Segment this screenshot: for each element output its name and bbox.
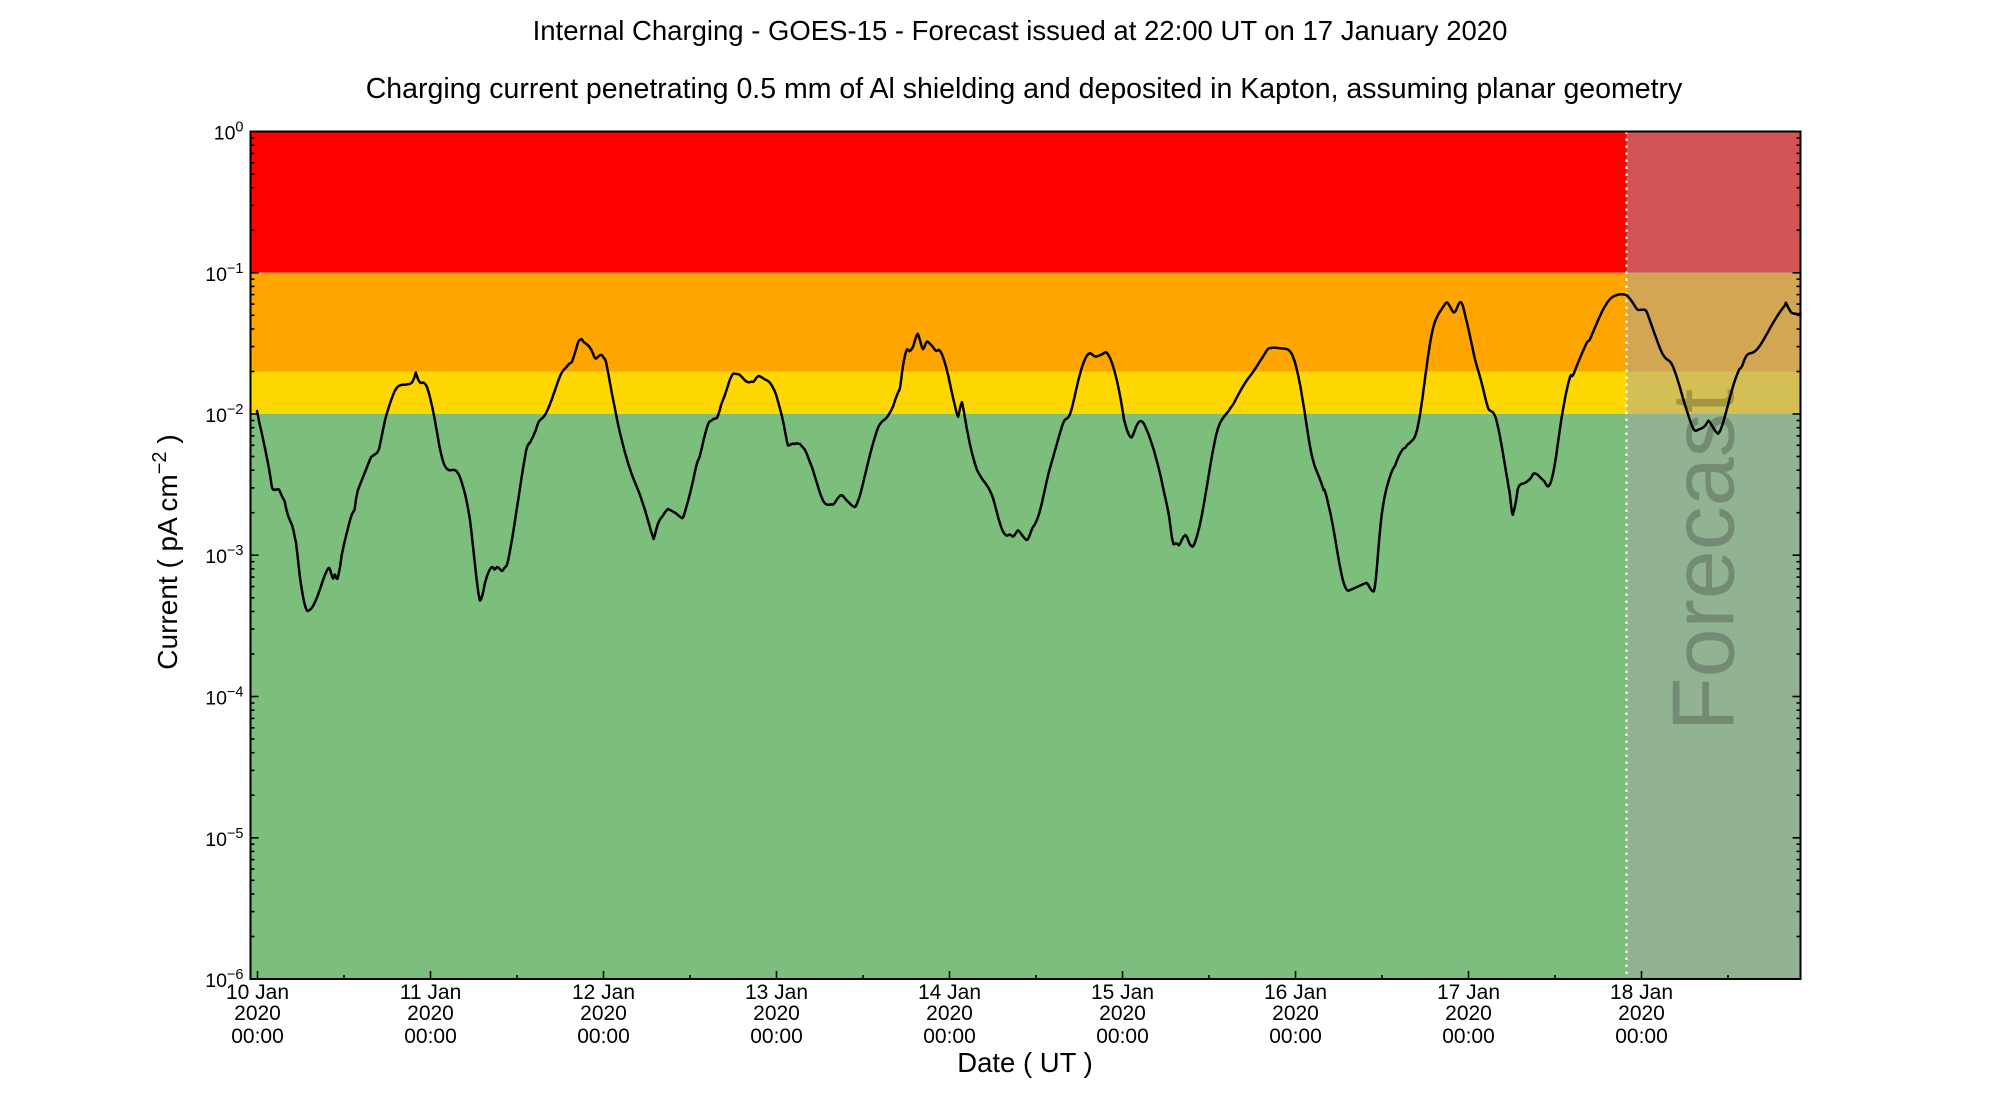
svg-text:2020: 2020 xyxy=(926,1002,973,1025)
svg-text:00:00: 00:00 xyxy=(577,1025,630,1048)
svg-text:14 Jan: 14 Jan xyxy=(918,981,981,1004)
svg-text:00:00: 00:00 xyxy=(1615,1025,1668,1048)
svg-text:100: 100 xyxy=(214,120,244,145)
svg-text:00:00: 00:00 xyxy=(231,1025,284,1048)
svg-text:2020: 2020 xyxy=(1099,1002,1146,1025)
svg-text:16 Jan: 16 Jan xyxy=(1264,981,1327,1004)
svg-text:12 Jan: 12 Jan xyxy=(572,981,635,1004)
svg-text:10 Jan: 10 Jan xyxy=(226,981,289,1004)
svg-text:Internal Charging - GOES-15 -: Internal Charging - GOES-15 - Forecast i… xyxy=(533,15,1508,46)
svg-text:2020: 2020 xyxy=(234,1002,281,1025)
svg-text:2020: 2020 xyxy=(580,1002,627,1025)
svg-text:Forecast: Forecast xyxy=(1653,389,1752,731)
svg-text:18 Jan: 18 Jan xyxy=(1610,981,1673,1004)
svg-text:2020: 2020 xyxy=(1445,1002,1492,1025)
svg-text:Current ( pA cm−2 ): Current ( pA cm−2 ) xyxy=(149,434,183,669)
svg-text:00:00: 00:00 xyxy=(404,1025,457,1048)
svg-text:Charging current penetrating 0: Charging current penetrating 0.5 mm of A… xyxy=(366,73,1683,105)
svg-text:15 Jan: 15 Jan xyxy=(1091,981,1154,1004)
svg-text:2020: 2020 xyxy=(753,1002,800,1025)
svg-text:00:00: 00:00 xyxy=(1269,1025,1322,1048)
svg-text:00:00: 00:00 xyxy=(750,1025,803,1048)
svg-text:00:00: 00:00 xyxy=(1096,1025,1149,1048)
svg-text:10−5: 10−5 xyxy=(205,826,243,851)
svg-text:13 Jan: 13 Jan xyxy=(745,981,808,1004)
svg-text:17 Jan: 17 Jan xyxy=(1437,981,1500,1004)
svg-text:11 Jan: 11 Jan xyxy=(400,981,462,1004)
svg-text:00:00: 00:00 xyxy=(923,1025,976,1048)
svg-text:2020: 2020 xyxy=(1618,1002,1665,1025)
svg-text:00:00: 00:00 xyxy=(1442,1025,1495,1048)
svg-text:2020: 2020 xyxy=(1272,1002,1319,1025)
svg-text:2020: 2020 xyxy=(407,1002,454,1025)
svg-text:10−3: 10−3 xyxy=(205,543,243,568)
svg-text:Date ( UT ): Date ( UT ) xyxy=(957,1047,1093,1078)
